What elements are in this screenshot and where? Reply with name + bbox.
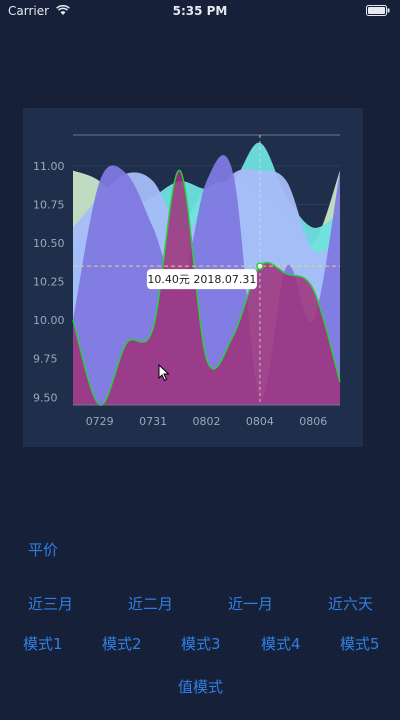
x-tick-label: 0806 — [299, 415, 327, 428]
area-series-5[interactable] — [73, 170, 340, 406]
x-tick-label: 0804 — [246, 415, 274, 428]
selected-point-marker[interactable] — [256, 262, 264, 270]
y-tick-label: 10.00 — [33, 314, 65, 327]
x-tick-label: 0731 — [139, 415, 167, 428]
mode-3-button[interactable]: 模式3 — [181, 635, 221, 653]
mode-1-button[interactable]: 模式1 — [23, 635, 63, 653]
y-tick-label: 10.25 — [33, 276, 65, 289]
range-6-days-button[interactable]: 近六天 — [328, 595, 374, 613]
carrier-label: Carrier — [8, 4, 50, 18]
tooltip-background — [146, 269, 257, 290]
status-bar: Carrier 5:35 PM — [0, 0, 400, 22]
mode-4-button[interactable]: 模式4 — [261, 635, 301, 653]
chart-card[interactable]: 9.50 9.75 10.00 10.25 10.50 10.75 11.00 0729 073… — [23, 108, 363, 447]
y-tick-label: 9.50 — [33, 391, 58, 404]
mode-5-button[interactable]: 模式5 — [340, 635, 380, 653]
value-mode-button[interactable]: 值模式 — [178, 678, 224, 696]
range-2-months-button[interactable]: 近二月 — [128, 595, 174, 613]
y-tick-label: 9.75 — [33, 353, 58, 366]
value-tooltip: 10.40元 2018.07.31 — [146, 269, 257, 290]
y-tick-label: 10.50 — [33, 237, 65, 250]
x-tick-label: 0802 — [193, 415, 221, 428]
y-tick-label: 10.75 — [33, 198, 65, 211]
price-chart[interactable]: 9.50 9.75 10.00 10.25 10.50 10.75 11.00 0729 073… — [23, 108, 363, 447]
wifi-icon — [56, 5, 70, 15]
tooltip-text: 10.40元 2018.07.31 — [147, 273, 256, 286]
range-1-month-button[interactable]: 近一月 — [228, 595, 274, 613]
highlighted-series-line — [72, 169, 341, 406]
x-tick-label: 0729 — [86, 415, 114, 428]
y-tick-label: 11.00 — [33, 160, 65, 173]
range-3-months-button[interactable]: 近三月 — [28, 595, 74, 613]
mouse-pointer-icon — [158, 364, 170, 382]
price-mode-button[interactable]: 平价 — [28, 541, 59, 559]
status-time: 5:35 PM — [172, 4, 228, 18]
battery-icon — [366, 5, 390, 16]
mode-2-button[interactable]: 模式2 — [102, 635, 142, 653]
